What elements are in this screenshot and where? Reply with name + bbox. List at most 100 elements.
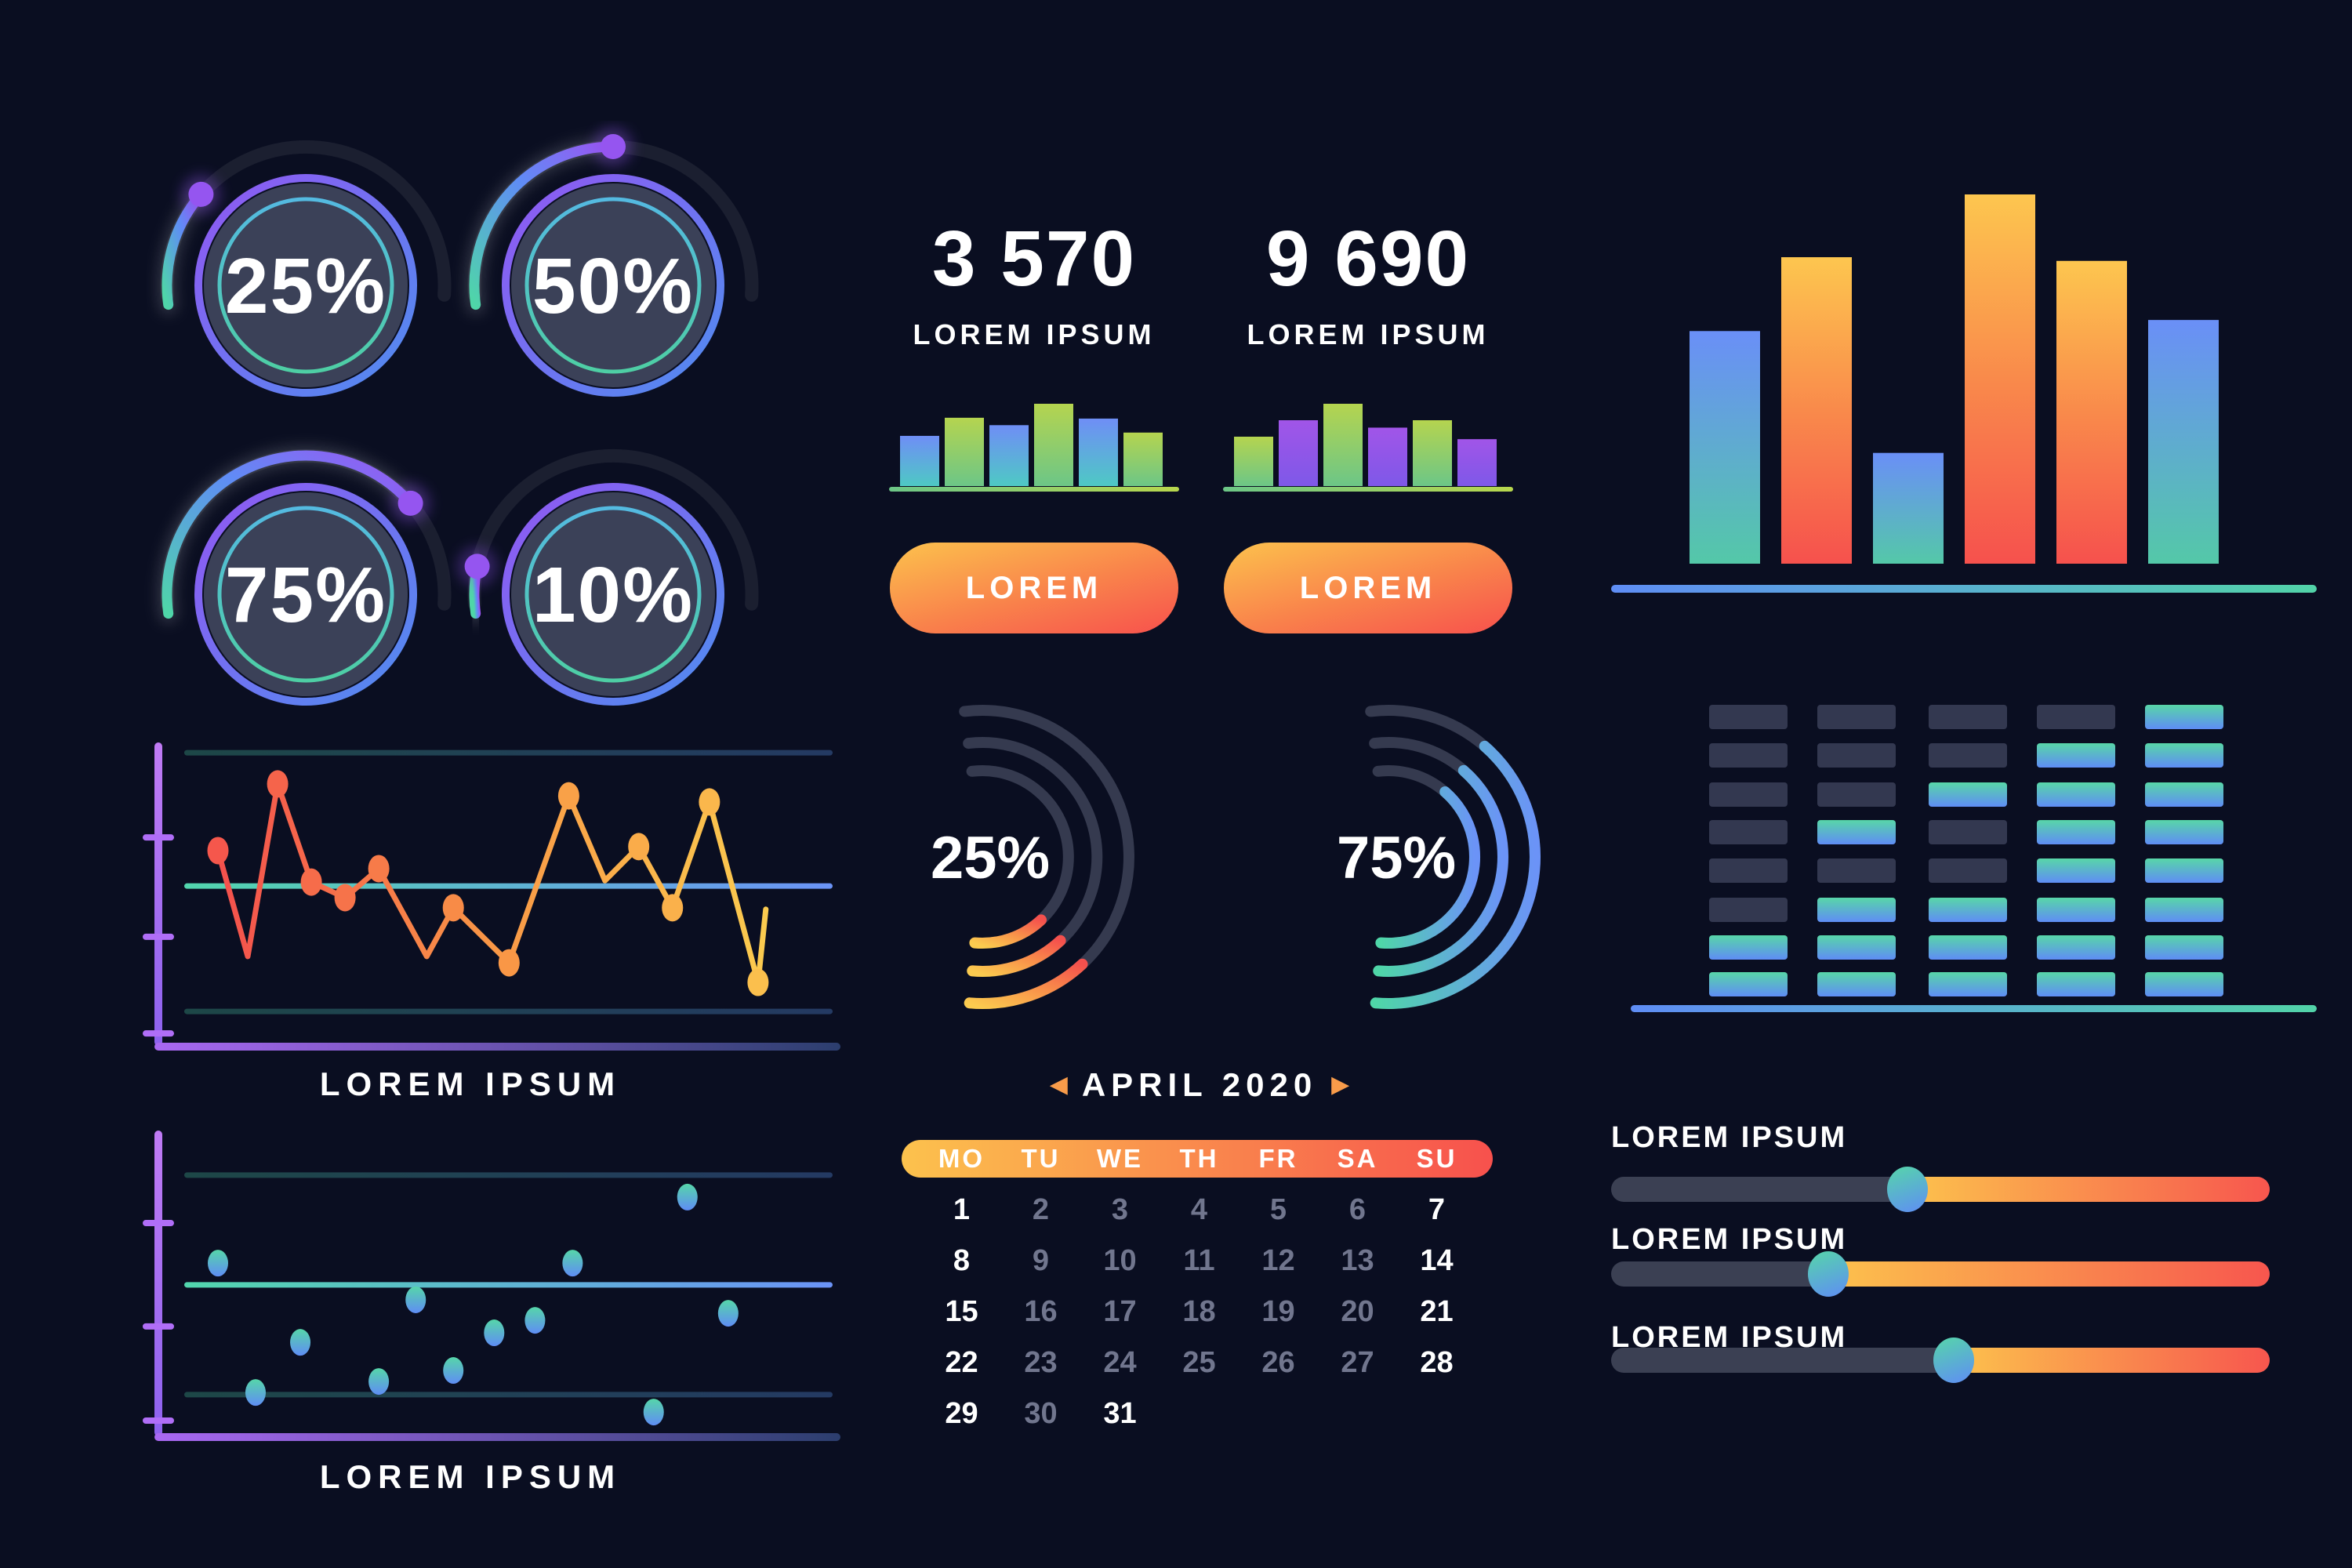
scatter-chart-caption: LOREM IPSUM [319, 1458, 622, 1495]
calendar-date[interactable]: 2 [1032, 1193, 1050, 1226]
gridline [184, 1172, 833, 1178]
bar-chart [1611, 194, 2317, 593]
axis-tick [143, 933, 174, 940]
lorem-button[interactable]: LOREM [890, 543, 1178, 633]
slider-label: LOREM IPSUM [1611, 1223, 1848, 1256]
lorem-button[interactable]: LOREM [1224, 543, 1512, 633]
gauge-percent-label: 25% [225, 242, 387, 330]
slider-thumb[interactable] [1808, 1251, 1849, 1297]
calendar-date[interactable]: 3 [1111, 1193, 1129, 1226]
gauge-dot-handle[interactable] [397, 490, 423, 516]
weekday-label: SU [1416, 1144, 1457, 1173]
slider-track[interactable] [1611, 1251, 2270, 1297]
calendar-date[interactable]: 25 [1182, 1346, 1216, 1379]
gauge-disk [511, 492, 715, 696]
calendar-date[interactable]: 29 [945, 1397, 978, 1430]
calendar-date[interactable]: 28 [1420, 1346, 1454, 1379]
calendar-date[interactable]: 1 [953, 1193, 971, 1226]
calendar-date[interactable]: 17 [1103, 1295, 1137, 1328]
calendar-empty-cell [1397, 1388, 1476, 1439]
calendar-date[interactable]: 4 [1190, 1193, 1208, 1226]
equalizer-cell-off [1929, 743, 2007, 768]
calendar-date[interactable]: 16 [1024, 1295, 1058, 1328]
slider-fill [1907, 1177, 2270, 1202]
axis-tick [143, 1030, 174, 1037]
calendar-date[interactable]: 8 [953, 1244, 971, 1277]
calendar-date[interactable]: 9 [1032, 1244, 1050, 1277]
gauge-disk [204, 492, 408, 696]
equalizer-cell-off [1817, 743, 1896, 768]
calendar-date[interactable]: 5 [1269, 1193, 1287, 1226]
equalizer-cell-on [2037, 743, 2115, 768]
gauge-dot-handle[interactable] [464, 554, 490, 579]
slider-thumb[interactable] [1933, 1338, 1974, 1383]
gauge-dot-handle[interactable] [188, 181, 214, 207]
slider-track[interactable] [1611, 1338, 2270, 1383]
calendar-weekday-header: MO TU WE TH FR SA SU [902, 1140, 1493, 1178]
calendar-date[interactable]: 18 [1182, 1295, 1216, 1328]
equalizer-cell-on [1817, 898, 1896, 922]
calendar-date[interactable]: 10 [1103, 1244, 1137, 1277]
stat-value: 9 690 [1265, 215, 1471, 303]
data-point [557, 782, 579, 810]
slider-track[interactable] [1611, 1167, 2270, 1212]
calendar-date[interactable]: 27 [1341, 1346, 1374, 1379]
calendar-date[interactable]: 26 [1261, 1346, 1295, 1379]
gauge-percent-label: 75% [225, 551, 387, 639]
gauge-inner-ring [524, 197, 702, 374]
equalizer-cell-on [2145, 858, 2223, 883]
equalizer-cell-on [2037, 820, 2115, 844]
progress-gauges-panel: 25% 50% 75% 10% [0, 0, 831, 792]
scatter-chart [143, 1131, 840, 1441]
equalizer-cell-off [1709, 782, 1788, 807]
slider-fill [1828, 1261, 2270, 1287]
data-point [405, 1286, 426, 1313]
equalizer-cell-on [1709, 935, 1788, 960]
gauge-percent-label: 10% [532, 551, 694, 639]
progress-gauge: 75% [141, 430, 470, 759]
calendar-empty-cell [1318, 1388, 1397, 1439]
calendar-date[interactable]: 7 [1428, 1193, 1446, 1226]
arc-progress [969, 914, 1047, 949]
data-point [717, 1300, 739, 1327]
gauge-outer-ring [194, 483, 417, 706]
slider-label: LOREM IPSUM [1611, 1121, 1848, 1154]
equalizer-cell-on [2037, 858, 2115, 883]
calendar-date[interactable]: 23 [1024, 1346, 1058, 1379]
calendar-date[interactable]: 21 [1420, 1295, 1454, 1328]
slider-thumb[interactable] [1887, 1167, 1928, 1212]
calendar-date[interactable]: 11 [1183, 1244, 1215, 1277]
gauge-dot-handle[interactable] [601, 134, 626, 159]
calendar-date[interactable]: 20 [1341, 1295, 1374, 1328]
equalizer-cell-on [2145, 743, 2223, 768]
data-point [524, 1307, 546, 1334]
equalizer-cell-on [2037, 782, 2115, 807]
calendar-date[interactable]: 12 [1261, 1244, 1295, 1277]
calendar-date[interactable]: 30 [1024, 1397, 1058, 1430]
calendar-date[interactable]: 19 [1261, 1295, 1295, 1328]
progress-gauge-svg: 25% [157, 140, 452, 397]
calendar-date[interactable]: 14 [1420, 1244, 1454, 1277]
gridline [184, 1008, 833, 1014]
equalizer-cell-off [1709, 820, 1788, 844]
data-point [643, 1399, 664, 1426]
bar [1413, 420, 1452, 486]
equalizer-cell-on [1929, 935, 2007, 960]
calendar-date[interactable]: 15 [945, 1295, 978, 1328]
data-point [368, 1368, 390, 1396]
calendar-date[interactable]: 24 [1103, 1346, 1137, 1379]
arc-progress [1370, 740, 1541, 1009]
calendar-title: APRIL 2020 [1081, 1066, 1318, 1103]
gridline [184, 1392, 833, 1398]
calendar-date[interactable]: 6 [1348, 1193, 1367, 1226]
calendar-next-icon[interactable]: ▶ [1331, 1072, 1350, 1098]
calendar-date[interactable]: 22 [945, 1346, 978, 1379]
calendar-prev-icon[interactable]: ◀ [1049, 1072, 1068, 1098]
calendar-date[interactable]: 13 [1341, 1244, 1374, 1277]
calendar-date[interactable]: 31 [1103, 1397, 1137, 1430]
calendar-dates-grid: 1 2 3 4 5 6 7 8 9 10 11 12 13 14 15 16 17 18 19 20 21 22 23 24 2… [922, 1185, 1476, 1439]
equalizer-cell-off [1709, 898, 1788, 922]
stat-label: LOREM IPSUM [1247, 318, 1490, 350]
